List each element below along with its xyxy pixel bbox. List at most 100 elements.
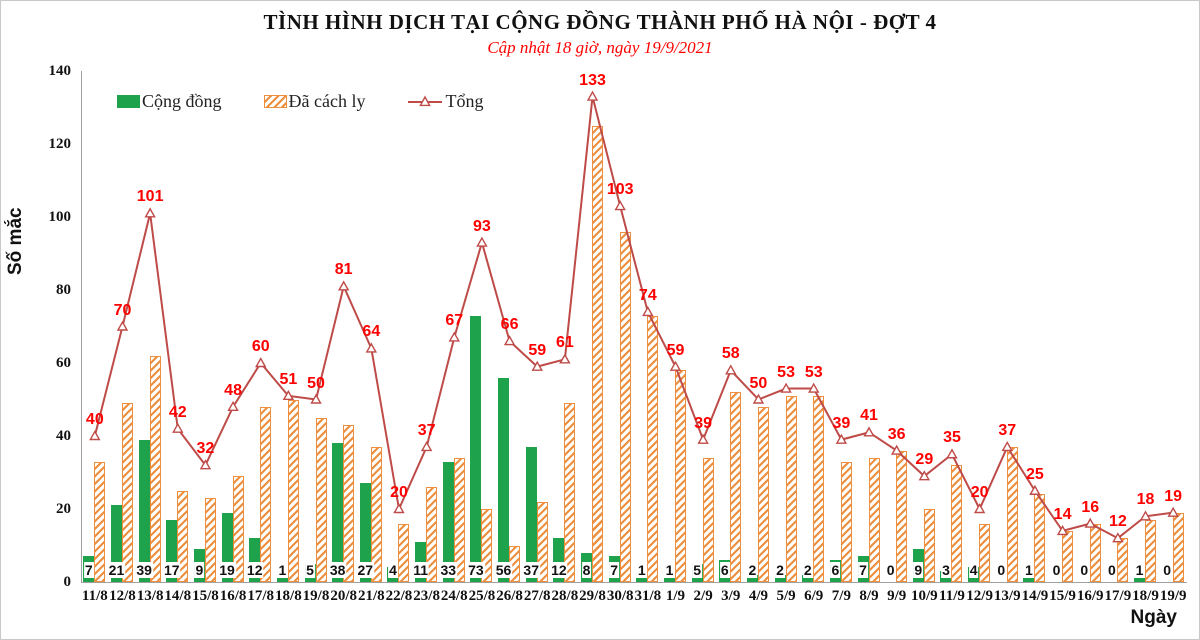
bar-da-cach-ly <box>1117 538 1129 582</box>
bar-value-label: 4 <box>388 562 398 578</box>
bar-da-cach-ly <box>121 403 133 582</box>
total-value-label: 67 <box>445 312 464 330</box>
bar-da-cach-ly <box>923 509 935 582</box>
bar-value-label: 2 <box>775 562 785 578</box>
bar-cong-dong <box>110 505 122 582</box>
total-point-marker <box>1139 510 1152 521</box>
bar-value-label: 0 <box>1079 562 1090 578</box>
bar-da-cach-ly <box>149 355 161 582</box>
total-value-label: 66 <box>500 316 519 334</box>
x-tick-label: 17/9 <box>1104 588 1132 604</box>
x-tick-label: 13/8 <box>136 588 164 604</box>
bar-da-cach-ly <box>204 498 216 582</box>
total-point-marker <box>365 342 378 353</box>
x-tick-label: 24/8 <box>440 588 468 604</box>
total-value-label: 41 <box>860 407 878 425</box>
total-point-marker <box>420 441 433 452</box>
total-point-marker <box>808 382 820 393</box>
y-axis-line <box>81 71 82 582</box>
x-tick-label: 9/9 <box>887 588 907 604</box>
y-tick-label: 60 <box>56 355 71 371</box>
x-tick-label: 15/9 <box>1049 588 1076 604</box>
total-point-marker <box>918 470 931 481</box>
x-tick-label: 8/9 <box>859 588 879 604</box>
x-tick-label: 12/9 <box>966 588 993 604</box>
bar-value-label: 27 <box>356 562 375 578</box>
bar-da-cach-ly <box>868 457 880 582</box>
bar-da-cach-ly <box>730 392 742 582</box>
total-value-label: 64 <box>362 323 381 341</box>
x-tick-label: 16/9 <box>1076 588 1104 604</box>
x-tick-label: 31/8 <box>634 588 662 604</box>
total-value-label: 37 <box>998 421 1017 439</box>
x-tick-label: 19/9 <box>1159 588 1187 604</box>
total-value-label: 35 <box>943 429 961 447</box>
bar-value-label: 0 <box>1162 562 1173 578</box>
bar-da-cach-ly <box>287 399 299 582</box>
bar-da-cach-ly <box>951 465 963 582</box>
bar-cong-dong <box>553 538 565 582</box>
total-point-marker <box>393 503 405 514</box>
total-value-label: 103 <box>606 181 634 199</box>
bar-da-cach-ly <box>647 315 659 582</box>
bar-da-cach-ly <box>979 523 991 582</box>
bar-value-label: 9 <box>194 562 205 578</box>
bar-value-label: 7 <box>83 562 94 578</box>
total-point-marker <box>116 320 129 331</box>
bar-da-cach-ly <box>757 406 769 582</box>
bar-value-label: 1 <box>1134 562 1145 578</box>
total-point-marker <box>282 389 295 401</box>
total-point-marker <box>835 433 848 444</box>
y-tick-label: 20 <box>56 501 71 517</box>
x-tick-label: 7/9 <box>831 588 851 604</box>
bar-da-cach-ly <box>592 125 604 582</box>
bar-value-label: 6 <box>830 562 841 578</box>
total-value-label: 133 <box>579 71 606 89</box>
x-tick-label: 30/8 <box>606 588 634 604</box>
x-tick-label: 14/8 <box>164 588 192 604</box>
bar-cong-dong <box>774 574 786 582</box>
total-value-label: 101 <box>136 188 164 206</box>
x-tick-label: 17/8 <box>247 588 275 604</box>
x-tick-label: 5/9 <box>776 588 796 604</box>
x-tick-label: 16/8 <box>219 588 247 604</box>
bar-da-cach-ly <box>1062 530 1074 582</box>
total-point-marker <box>448 331 460 342</box>
bar-da-cach-ly <box>398 523 410 582</box>
total-point-marker <box>1029 484 1041 495</box>
total-value-label: 40 <box>85 411 104 428</box>
total-value-label: 59 <box>666 341 685 359</box>
bar-value-label: 0 <box>885 562 896 578</box>
total-value-label: 20 <box>970 484 989 501</box>
bar-value-label: 6 <box>719 562 730 578</box>
bar-da-cach-ly <box>564 403 576 582</box>
total-point-marker <box>780 382 792 393</box>
x-tick-label: 1/9 <box>665 588 686 604</box>
bar-da-cach-ly <box>94 461 106 582</box>
x-tick-label: 26/8 <box>496 588 523 604</box>
bar-da-cach-ly <box>619 231 631 582</box>
bar-da-cach-ly <box>315 417 327 582</box>
total-point-marker <box>199 459 212 470</box>
bar-da-cach-ly <box>1006 446 1018 582</box>
total-point-marker <box>946 448 958 459</box>
total-value-label: 48 <box>224 381 242 399</box>
bar-value-label: 12 <box>550 562 568 578</box>
total-value-label: 37 <box>417 421 436 439</box>
bar-value-label: 33 <box>439 562 458 578</box>
bar-value-label: 12 <box>245 562 264 578</box>
bar-value-label: 37 <box>522 562 541 578</box>
total-point-marker <box>310 393 322 404</box>
bar-value-label: 39 <box>135 562 153 578</box>
bar-value-label: 0 <box>1106 562 1117 578</box>
bar-da-cach-ly <box>785 395 797 582</box>
bar-cong-dong <box>249 538 261 582</box>
bar-value-label: 2 <box>802 562 813 578</box>
total-value-label: 81 <box>334 261 353 279</box>
x-tick-label: 12/8 <box>109 588 136 604</box>
total-value-label: 36 <box>887 425 906 443</box>
bar-cong-dong <box>470 315 482 582</box>
x-tick-label: 18/9 <box>1132 588 1159 604</box>
bar-value-label: 7 <box>609 562 620 578</box>
